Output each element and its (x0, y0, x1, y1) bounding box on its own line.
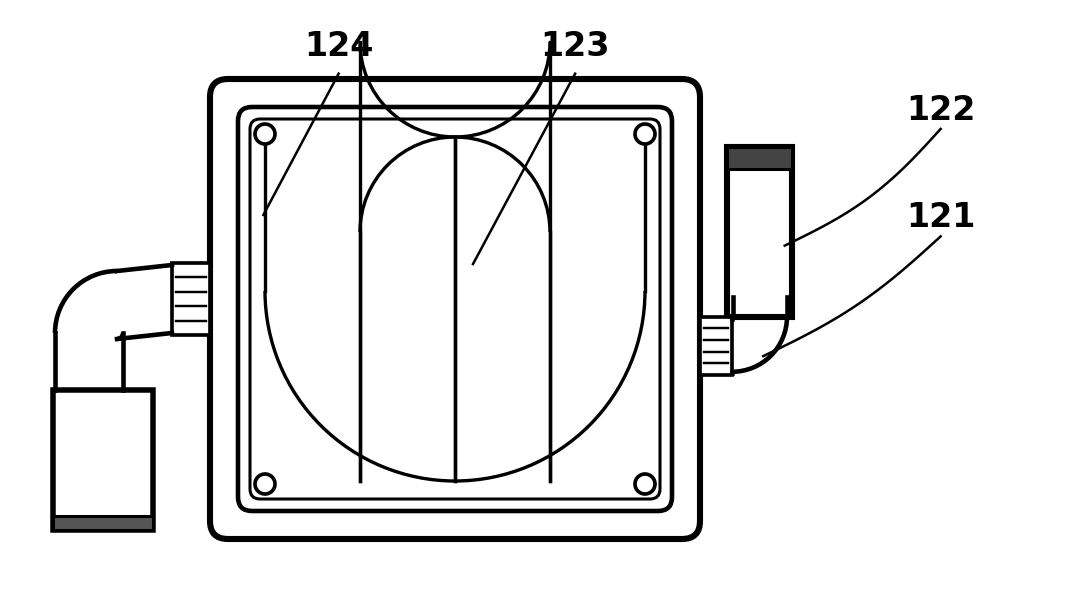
FancyBboxPatch shape (210, 79, 700, 539)
Text: 121: 121 (906, 201, 975, 235)
Bar (53, 390, 153, 530)
Text: 124: 124 (304, 29, 373, 63)
Bar (172, 263, 210, 335)
Circle shape (255, 474, 275, 494)
FancyBboxPatch shape (238, 107, 672, 511)
Bar (727, 147, 792, 317)
FancyBboxPatch shape (250, 119, 660, 499)
Text: 122: 122 (906, 94, 975, 127)
Circle shape (635, 124, 655, 144)
Circle shape (635, 474, 655, 494)
Bar (700, 317, 732, 375)
Circle shape (255, 124, 275, 144)
Text: 123: 123 (541, 29, 610, 63)
Bar (53, 516, 153, 530)
Bar (727, 147, 792, 169)
